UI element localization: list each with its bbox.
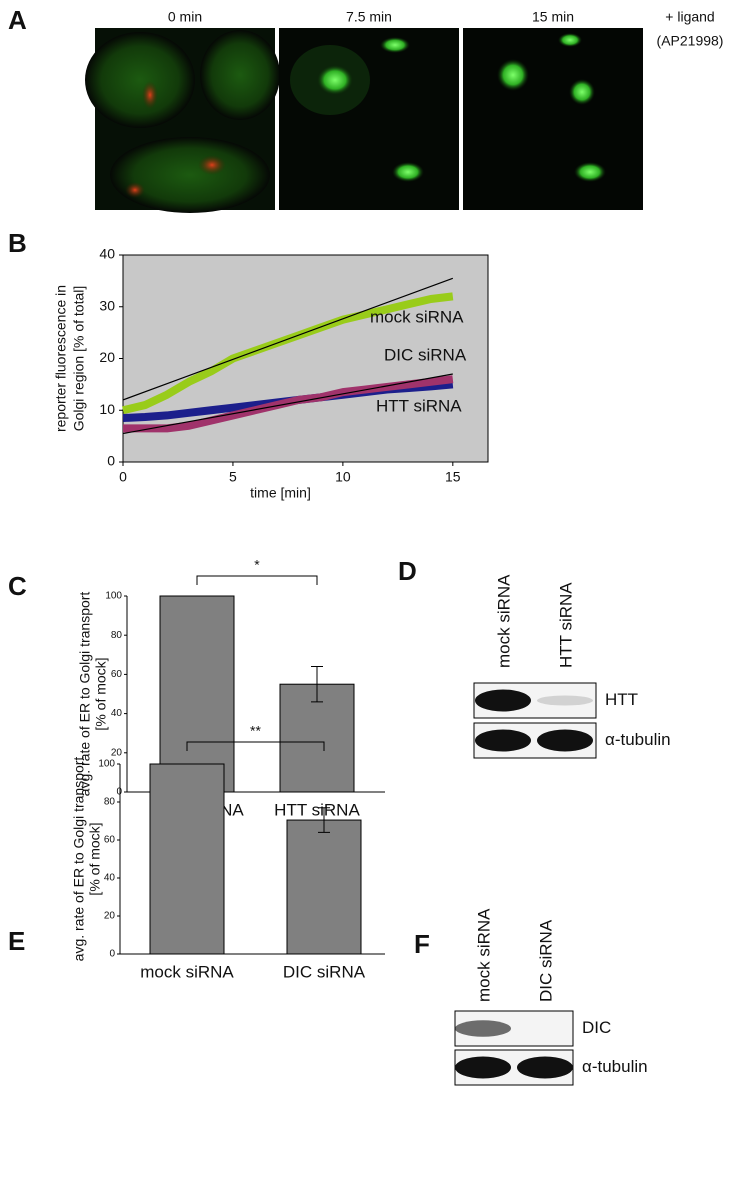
reporter bbox=[125, 182, 145, 198]
x-tick-label: mock siRNA bbox=[140, 962, 234, 981]
timepoint-label: 7.5 min bbox=[346, 9, 392, 25]
significance-label: * bbox=[254, 557, 260, 573]
bar bbox=[149, 763, 225, 955]
timepoint-label: 0 min bbox=[168, 9, 202, 25]
golgi bbox=[380, 37, 410, 53]
golgi bbox=[497, 59, 529, 91]
golgi bbox=[317, 65, 353, 95]
significance-bracket bbox=[186, 741, 325, 751]
cell bbox=[85, 32, 195, 128]
lane-label: mock siRNA bbox=[474, 908, 493, 1002]
x-tick-label: HTT siRNA bbox=[274, 800, 360, 819]
timepoint-label: 15 min bbox=[532, 9, 574, 25]
y-tick-label: 40 bbox=[104, 873, 116, 884]
blot-band bbox=[455, 1020, 511, 1037]
y-tick-label: 20 bbox=[99, 349, 115, 365]
panel-label: C bbox=[8, 571, 27, 601]
panel-label: D bbox=[398, 556, 417, 586]
y-tick-label: 0 bbox=[107, 453, 115, 469]
cell bbox=[110, 137, 270, 213]
x-tick-label: 5 bbox=[229, 469, 237, 485]
y-tick-label: 10 bbox=[99, 401, 115, 417]
lane-label: HTT siRNA bbox=[556, 582, 575, 668]
reporter bbox=[198, 155, 226, 175]
y-tick-label: 30 bbox=[99, 297, 115, 313]
x-tick-label: DIC siRNA bbox=[283, 962, 366, 981]
lane-label: DIC siRNA bbox=[536, 919, 555, 1002]
y-axis-label: [% of mock] bbox=[93, 657, 109, 730]
bar bbox=[159, 595, 235, 793]
blot-band bbox=[517, 1056, 573, 1079]
y-tick-label: 0 bbox=[109, 949, 115, 960]
y-tick-label: 40 bbox=[99, 246, 115, 262]
cell bbox=[200, 30, 280, 120]
y-tick-label: 20 bbox=[111, 747, 123, 758]
micrograph bbox=[463, 28, 643, 210]
y-tick-label: 0 bbox=[116, 787, 122, 798]
error-bar bbox=[318, 807, 330, 833]
y-axis-label: Golgi region [% of total] bbox=[71, 286, 87, 432]
panel-label: E bbox=[8, 926, 25, 956]
golgi bbox=[392, 162, 424, 182]
y-tick-label: 80 bbox=[104, 797, 116, 808]
x-tick-label: 10 bbox=[335, 469, 351, 485]
series-label: DIC siRNA bbox=[384, 345, 467, 364]
blot-band bbox=[537, 729, 593, 752]
x-tick-label: 0 bbox=[119, 469, 127, 485]
panel-label: F bbox=[414, 929, 430, 959]
y-tick-label: 100 bbox=[105, 591, 122, 602]
x-axis-label: time [min] bbox=[250, 485, 311, 501]
series-label: HTT siRNA bbox=[376, 396, 462, 415]
lane-label: mock siRNA bbox=[494, 574, 513, 668]
x-tick-label: 15 bbox=[445, 469, 461, 485]
micrographs bbox=[85, 28, 643, 213]
bar bbox=[279, 683, 355, 793]
y-axis-label: [% of mock] bbox=[87, 822, 103, 895]
y-tick-label: 40 bbox=[111, 708, 123, 719]
golgi bbox=[574, 162, 606, 182]
y-axis-label: avg. rate of ER to Golgi transport bbox=[71, 757, 87, 962]
row-label: HTT bbox=[605, 690, 638, 709]
bar bbox=[286, 819, 362, 955]
significance-label: ** bbox=[250, 723, 261, 739]
y-tick-label: 60 bbox=[104, 835, 116, 846]
y-tick-label: 80 bbox=[111, 630, 123, 641]
y-tick-label: 60 bbox=[111, 669, 123, 680]
row-label: α-tubulin bbox=[605, 730, 671, 749]
row-label: DIC bbox=[582, 1018, 611, 1037]
series-label: mock siRNA bbox=[370, 307, 464, 326]
fit-line bbox=[122, 277, 454, 401]
reporter bbox=[142, 81, 158, 109]
y-tick-label: 20 bbox=[104, 911, 116, 922]
data-line bbox=[123, 375, 454, 433]
golgi bbox=[558, 33, 582, 47]
y-axis-label: avg. rate of ER to Golgi transport bbox=[77, 592, 93, 797]
y-tick-label: 100 bbox=[98, 759, 115, 770]
golgi bbox=[569, 79, 595, 105]
blot-band bbox=[537, 695, 593, 706]
panel-label: B bbox=[8, 228, 27, 258]
blot-band bbox=[455, 1056, 511, 1079]
blot-band bbox=[475, 689, 531, 712]
treatment-label: (AP21998) bbox=[657, 33, 724, 49]
y-axis-label: reporter fluorescence in bbox=[53, 285, 69, 432]
blot-band bbox=[475, 729, 531, 752]
treatment-label: + ligand bbox=[665, 9, 714, 25]
error-bar bbox=[311, 666, 323, 703]
fit-line bbox=[122, 373, 453, 435]
panel-label: A bbox=[8, 5, 27, 35]
row-label: α-tubulin bbox=[582, 1057, 648, 1076]
significance-bracket bbox=[196, 575, 318, 585]
